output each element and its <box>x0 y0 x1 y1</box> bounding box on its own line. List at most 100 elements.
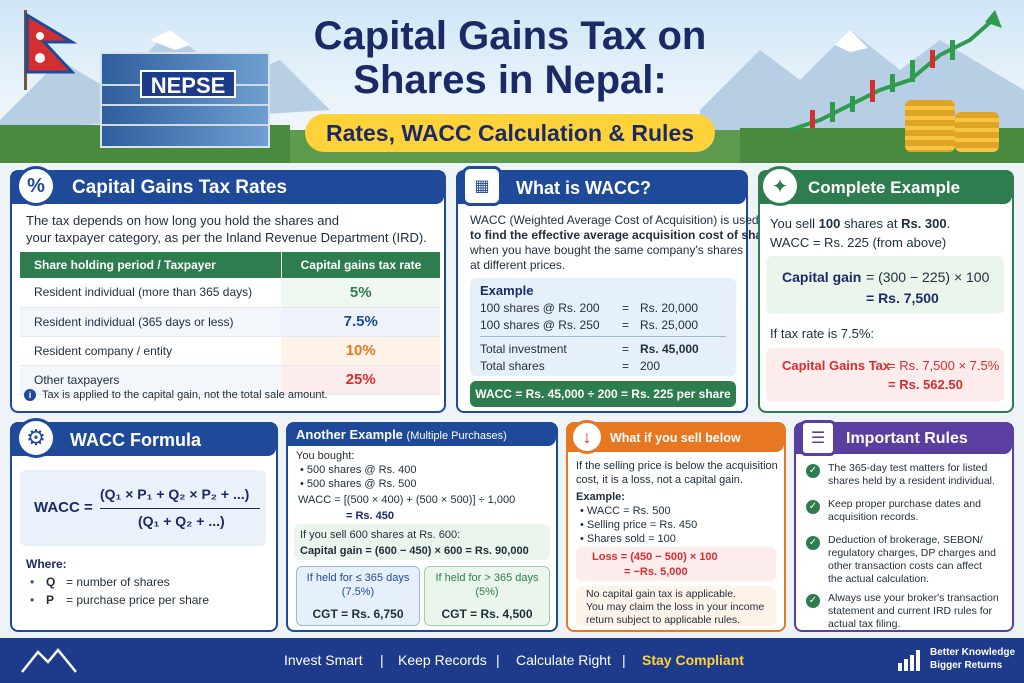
complete-line2: WACC = Rs. 225 (from above) <box>770 235 947 250</box>
table-row: Other taxpayers 25% <box>20 365 440 395</box>
complete-line1-a: 100 <box>818 216 841 231</box>
gain-expr: = (300 − 225) × 100 <box>866 269 990 285</box>
check-icon: ✓ <box>806 464 820 478</box>
row-rate: 5% <box>281 278 440 308</box>
footer-sep: | <box>622 652 626 668</box>
held-le-label: If held for ≤ 365 days <box>306 572 410 584</box>
footer-item-compliant: Stay Compliant <box>642 652 744 668</box>
capital-gain-box <box>766 256 1004 314</box>
rates-note: Tax is applied to the capital gain, not … <box>42 389 328 401</box>
check-icon: ✓ <box>806 594 820 608</box>
bought-2-text: 500 shares @ Rs. 500 <box>306 478 417 490</box>
cgt-box <box>766 348 1004 402</box>
rule-3-l2: regulatory charges, DP charges and <box>828 547 996 559</box>
wacc-ex1-left: 100 shares @ Rs. 200 <box>480 301 600 315</box>
title-line2: Shares in Nepal: <box>353 58 667 102</box>
below-e3-text: Shares sold = 100 <box>586 533 676 545</box>
another-card-title: Another Example (Multiple Purchases) <box>288 424 556 446</box>
sell-line: If you sell 600 shares at Rs. 600: <box>300 529 461 541</box>
arrow-down-icon: ↓ <box>570 420 604 454</box>
wacc-card-title: What is WACC? <box>458 172 746 204</box>
rule-4-l3: actual tax filing. <box>828 618 901 630</box>
wacc-line1: WACC (Weighted Average Cost of Acquisiti… <box>470 213 759 227</box>
wacc-result: WACC = Rs. 45,000 ÷ 200 = Rs. 225 per sh… <box>470 381 736 407</box>
table-row: Resident individual (more than 365 days)… <box>20 278 440 308</box>
lightbulb-icon: ✦ <box>760 166 800 206</box>
wacc-eq: = <box>622 359 630 373</box>
p-definition: = purchase price per share <box>66 593 210 607</box>
below-line2: cost, it is a loss, not a capital gain. <box>576 474 743 486</box>
check-icon: ✓ <box>806 536 820 550</box>
bought-label: You bought: <box>296 450 355 462</box>
row-label: Resident individual (365 days or less) <box>20 307 282 337</box>
below-example: Example: <box>576 491 625 503</box>
rates-intro-line2: your taxpayer category, as per the Inlan… <box>26 230 427 245</box>
loss-box <box>576 547 776 581</box>
wacc-example-label: Example <box>480 283 534 298</box>
below-n3: return subject to applicable rules. <box>586 614 741 626</box>
where-label: Where: <box>26 557 67 571</box>
wacc-total-shares-value: 200 <box>640 359 661 373</box>
another-wacc-line: WACC = [(500 × 400) + (500 × 500)] ÷ 1,0… <box>298 494 516 506</box>
tax-label: Capital Gains Tax <box>782 358 891 373</box>
wacc-total-inv-label: Total investment <box>480 342 567 356</box>
nepal-flag-icon <box>24 10 78 90</box>
another-wacc-result: = Rs. 450 <box>346 510 395 522</box>
formula-numerator: (Q₁ × P₁ + Q₂ × P₂ + ...) <box>100 486 250 502</box>
held-gt-box <box>424 566 550 626</box>
footer-item-calculate: Calculate Right <box>516 652 611 668</box>
bought-1-text: 500 shares @ Rs. 400 <box>306 464 417 476</box>
calculator-icon: ▦ <box>462 166 502 206</box>
held-gt-label: If held for > 365 days <box>435 572 539 584</box>
row-rate: 7.5% <box>281 307 440 337</box>
loss-expr: Loss = (450 − 500) × 100 <box>592 551 718 563</box>
wacc-eq: = <box>622 301 630 315</box>
rates-table: Share holding period / Taxpayer Capital … <box>20 252 440 395</box>
cgt-le: CGT = Rs. 6,750 <box>312 607 404 621</box>
q-symbol: Q <box>46 575 56 589</box>
nepse-building <box>100 52 270 148</box>
title-line1: Capital Gains Tax on <box>313 14 707 58</box>
wacc-ex2-left: 100 shares @ Rs. 250 <box>480 318 600 332</box>
held-gt-rate: (5%) <box>475 586 499 598</box>
row-label: Other taxpayers <box>20 365 282 395</box>
page-subtitle: Rates, WACC Calculation & Rules <box>305 114 715 152</box>
fraction-line <box>100 508 260 509</box>
rule-2-l2: acquisition records. <box>828 511 919 523</box>
rule-2-l1: Keep proper purchase dates and <box>828 498 981 510</box>
row-label: Resident company / entity <box>20 336 282 366</box>
document-icon: ☰ <box>800 420 836 456</box>
table-row: Resident company / entity 10% <box>20 336 440 366</box>
footer-item-invest: Invest Smart <box>284 652 363 668</box>
gear-icon: ⚙ <box>16 418 56 458</box>
held-le-rate: (7.5%) <box>341 586 375 598</box>
stock-chart-illustration <box>790 10 1002 132</box>
below-card-title: What if you sell below WACC? <box>568 424 784 473</box>
complete-line1-mid: shares at <box>840 216 902 231</box>
rates-card-title: Capital Gains Tax Rates <box>12 172 444 204</box>
complete-card-title: Complete Example <box>760 172 1012 204</box>
formula-lhs: WACC = <box>34 499 93 516</box>
below-e1: • WACC = Rs. 500 <box>580 505 671 517</box>
wacc-ex2-right: Rs. 25,000 <box>640 318 699 332</box>
wacc-line3: when you have bought the same company's … <box>470 243 744 257</box>
rates-intro-line1: The tax depends on how long you hold the… <box>26 213 339 228</box>
complete-line1-pre: You sell <box>770 216 819 231</box>
footer-sep: | <box>496 652 500 668</box>
another-title: Another Example <box>296 427 403 442</box>
bullet: • <box>30 593 35 607</box>
gain-value: = Rs. 7,500 <box>866 290 939 306</box>
below-e2-text: Selling price = Rs. 450 <box>586 519 698 531</box>
bought-1: • 500 shares @ Rs. 400 <box>300 464 417 476</box>
footer-item-records: Keep Records <box>398 652 487 668</box>
row-rate: 25% <box>281 365 440 395</box>
gain-label: Capital gain <box>782 269 862 285</box>
wacc-example-box <box>470 278 736 376</box>
nepse-sign: NEPSE <box>140 70 236 98</box>
info-icon: i <box>24 389 36 401</box>
formula-card-title: WACC Formula <box>12 424 276 456</box>
coin-stack-icon <box>955 112 999 152</box>
another-title-note: (Multiple Purchases) <box>406 430 507 442</box>
footer-tag2: Bigger Returns <box>930 660 1003 671</box>
formula-denominator: (Q₁ + Q₂ + ...) <box>138 513 225 529</box>
